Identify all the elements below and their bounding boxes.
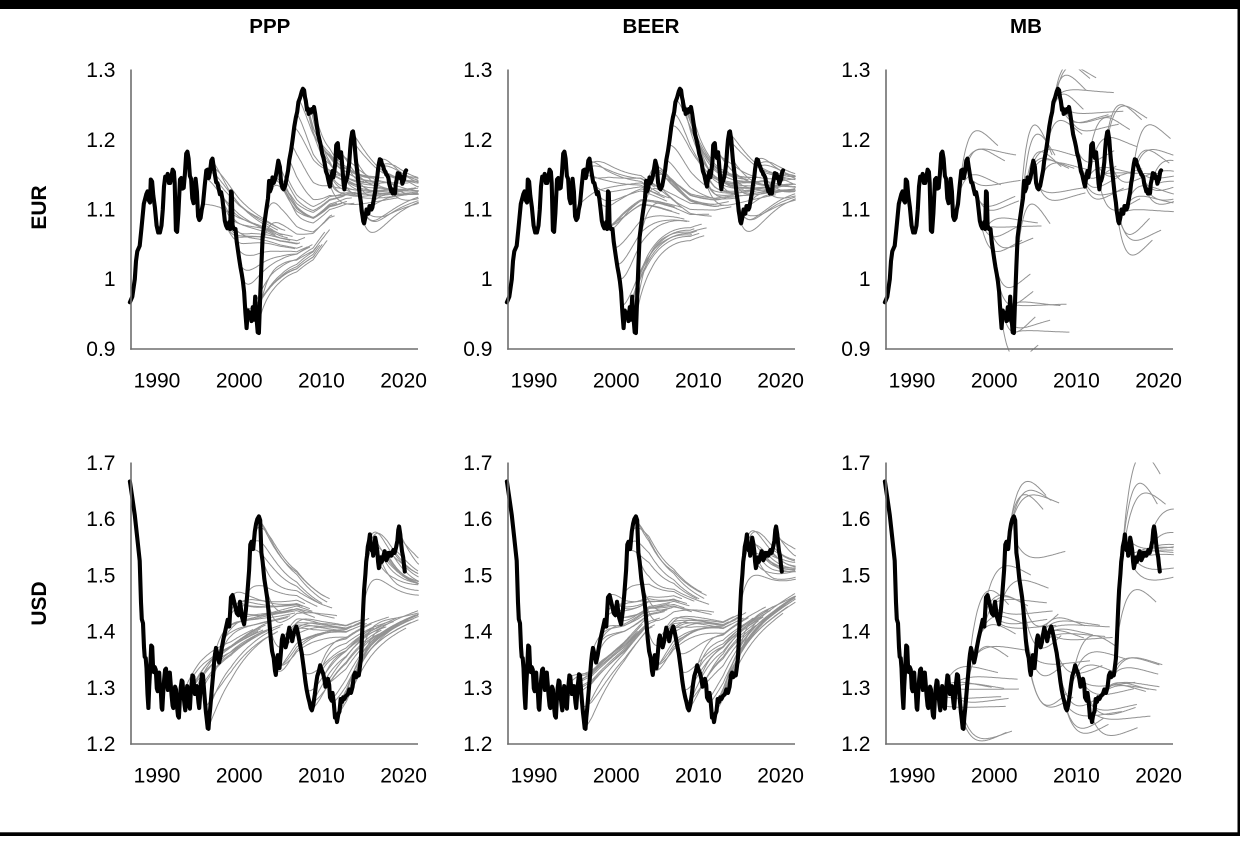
- svg-text:1.2: 1.2: [841, 129, 870, 152]
- svg-text:2020: 2020: [1135, 370, 1182, 393]
- svg-text:1.4: 1.4: [841, 621, 871, 644]
- svg-text:1.5: 1.5: [841, 564, 870, 587]
- svg-text:1.6: 1.6: [463, 508, 492, 531]
- svg-text:2010: 2010: [675, 765, 722, 788]
- svg-text:1.6: 1.6: [86, 508, 115, 531]
- svg-text:EUR: EUR: [28, 185, 51, 229]
- svg-text:PPP: PPP: [249, 15, 290, 38]
- svg-text:1.7: 1.7: [86, 452, 115, 475]
- svg-text:2020: 2020: [757, 765, 804, 788]
- svg-text:MB: MB: [1010, 15, 1042, 38]
- svg-text:2010: 2010: [675, 370, 722, 393]
- svg-text:1.2: 1.2: [86, 733, 115, 756]
- svg-text:1.1: 1.1: [463, 199, 492, 222]
- svg-text:2000: 2000: [971, 765, 1018, 788]
- svg-text:2010: 2010: [1053, 370, 1100, 393]
- svg-text:1.3: 1.3: [841, 59, 870, 82]
- svg-text:1.7: 1.7: [841, 452, 870, 475]
- svg-text:2020: 2020: [380, 370, 427, 393]
- svg-text:1990: 1990: [511, 765, 558, 788]
- svg-text:1.3: 1.3: [86, 59, 115, 82]
- svg-text:1.5: 1.5: [86, 564, 115, 587]
- svg-text:2010: 2010: [1053, 765, 1100, 788]
- svg-text:1.3: 1.3: [463, 59, 492, 82]
- svg-text:1: 1: [104, 268, 116, 291]
- svg-text:1: 1: [481, 268, 493, 291]
- svg-text:1.1: 1.1: [86, 199, 115, 222]
- svg-text:1990: 1990: [889, 370, 936, 393]
- svg-text:2020: 2020: [380, 765, 427, 788]
- svg-text:1.5: 1.5: [463, 564, 492, 587]
- svg-text:1990: 1990: [889, 765, 936, 788]
- svg-text:1.6: 1.6: [841, 508, 870, 531]
- svg-text:1.2: 1.2: [86, 129, 115, 152]
- svg-text:1.3: 1.3: [463, 677, 492, 700]
- svg-text:1.4: 1.4: [463, 621, 493, 644]
- svg-text:1.3: 1.3: [86, 677, 115, 700]
- svg-text:2000: 2000: [216, 765, 263, 788]
- svg-text:2000: 2000: [216, 370, 263, 393]
- svg-text:1.7: 1.7: [463, 452, 492, 475]
- svg-text:BEER: BEER: [623, 15, 680, 38]
- svg-text:1.4: 1.4: [86, 621, 116, 644]
- svg-text:2020: 2020: [757, 370, 804, 393]
- svg-text:0.9: 0.9: [841, 338, 870, 361]
- svg-text:2000: 2000: [971, 370, 1018, 393]
- svg-text:2010: 2010: [298, 765, 345, 788]
- svg-text:2000: 2000: [593, 765, 640, 788]
- svg-text:2000: 2000: [593, 370, 640, 393]
- svg-text:1.2: 1.2: [463, 733, 492, 756]
- svg-text:USD: USD: [28, 581, 51, 625]
- svg-text:1990: 1990: [134, 765, 181, 788]
- svg-text:1990: 1990: [511, 370, 558, 393]
- svg-text:0.9: 0.9: [463, 338, 492, 361]
- svg-text:0.9: 0.9: [86, 338, 115, 361]
- svg-text:1.1: 1.1: [841, 199, 870, 222]
- svg-text:1: 1: [859, 268, 871, 291]
- svg-text:1.2: 1.2: [463, 129, 492, 152]
- svg-text:2020: 2020: [1135, 765, 1182, 788]
- svg-text:1.2: 1.2: [841, 733, 870, 756]
- svg-text:1990: 1990: [134, 370, 181, 393]
- svg-text:2010: 2010: [298, 370, 345, 393]
- svg-text:1.3: 1.3: [841, 677, 870, 700]
